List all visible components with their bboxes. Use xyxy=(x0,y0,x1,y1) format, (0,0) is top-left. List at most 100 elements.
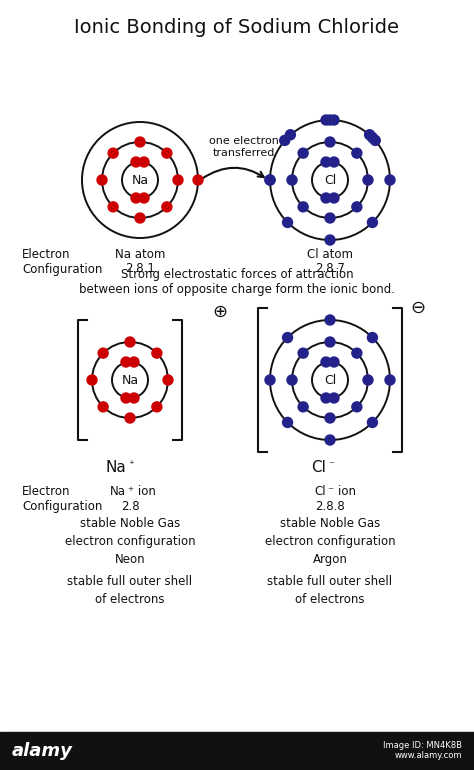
Text: Na: Na xyxy=(121,373,138,387)
Circle shape xyxy=(329,193,339,203)
Circle shape xyxy=(352,202,362,212)
Circle shape xyxy=(283,417,292,427)
Text: Cl atom: Cl atom xyxy=(307,248,353,261)
Text: one electron
transferred: one electron transferred xyxy=(209,136,279,158)
Text: Strong electrostatic forces of attraction
between ions of opposite charge form t: Strong electrostatic forces of attractio… xyxy=(79,268,395,296)
Circle shape xyxy=(352,402,362,412)
Circle shape xyxy=(108,148,118,158)
Text: Cl: Cl xyxy=(324,173,336,186)
Circle shape xyxy=(325,337,335,347)
Circle shape xyxy=(321,157,331,167)
Circle shape xyxy=(385,375,395,385)
Circle shape xyxy=(367,417,377,427)
Text: Cl: Cl xyxy=(314,485,326,498)
Circle shape xyxy=(367,132,377,142)
Circle shape xyxy=(321,115,331,125)
Text: stable full outer shell
of electrons: stable full outer shell of electrons xyxy=(267,575,392,606)
Circle shape xyxy=(329,357,339,367)
Text: Ionic Bonding of Sodium Chloride: Ionic Bonding of Sodium Chloride xyxy=(74,18,400,37)
Circle shape xyxy=(129,393,139,403)
Text: Na atom: Na atom xyxy=(115,248,165,261)
Circle shape xyxy=(163,375,173,385)
Circle shape xyxy=(98,348,108,358)
Text: Na: Na xyxy=(131,173,148,186)
Circle shape xyxy=(287,175,297,185)
Text: ⁺: ⁺ xyxy=(128,460,134,470)
Circle shape xyxy=(125,413,135,423)
Circle shape xyxy=(173,175,183,185)
Circle shape xyxy=(325,137,335,147)
Circle shape xyxy=(363,375,373,385)
Circle shape xyxy=(287,375,297,385)
Circle shape xyxy=(298,348,308,358)
Circle shape xyxy=(131,193,141,203)
Circle shape xyxy=(283,333,292,343)
Text: ⊖: ⊖ xyxy=(410,299,425,317)
Circle shape xyxy=(98,402,108,412)
Circle shape xyxy=(367,333,377,343)
Circle shape xyxy=(363,175,373,185)
Circle shape xyxy=(135,213,145,223)
Circle shape xyxy=(298,148,308,158)
Text: 2.8: 2.8 xyxy=(121,500,139,513)
Circle shape xyxy=(329,393,339,403)
Text: Na: Na xyxy=(105,460,126,475)
Text: Cl: Cl xyxy=(324,373,336,387)
Text: Image ID: MN4K8B: Image ID: MN4K8B xyxy=(383,742,462,751)
Circle shape xyxy=(121,393,131,403)
Circle shape xyxy=(129,357,139,367)
Circle shape xyxy=(385,175,395,185)
Text: alamy: alamy xyxy=(12,742,73,760)
Text: www.alamy.com: www.alamy.com xyxy=(394,752,462,761)
Bar xyxy=(0,732,474,770)
Circle shape xyxy=(162,148,172,158)
Circle shape xyxy=(131,157,141,167)
Circle shape xyxy=(121,357,131,367)
Circle shape xyxy=(108,202,118,212)
Circle shape xyxy=(162,202,172,212)
Text: stable full outer shell
of electrons: stable full outer shell of electrons xyxy=(67,575,192,606)
Circle shape xyxy=(321,357,331,367)
Circle shape xyxy=(352,148,362,158)
Circle shape xyxy=(321,193,331,203)
Circle shape xyxy=(329,157,339,167)
Circle shape xyxy=(370,136,380,146)
Circle shape xyxy=(298,402,308,412)
Circle shape xyxy=(352,348,362,358)
Circle shape xyxy=(325,315,335,325)
Circle shape xyxy=(139,157,149,167)
Text: stable Noble Gas
electron configuration
Argon: stable Noble Gas electron configuration … xyxy=(264,517,395,566)
Circle shape xyxy=(325,435,335,445)
Circle shape xyxy=(193,175,203,185)
Circle shape xyxy=(365,130,374,139)
Text: ⁻: ⁻ xyxy=(328,460,334,470)
Circle shape xyxy=(125,337,135,347)
Circle shape xyxy=(280,136,290,146)
Circle shape xyxy=(265,175,275,185)
Circle shape xyxy=(87,375,97,385)
Circle shape xyxy=(325,235,335,245)
Circle shape xyxy=(325,413,335,423)
Circle shape xyxy=(265,175,275,185)
Circle shape xyxy=(285,130,295,139)
Text: Electron
Configuration: Electron Configuration xyxy=(22,248,102,276)
Circle shape xyxy=(152,402,162,412)
Circle shape xyxy=(265,375,275,385)
Circle shape xyxy=(367,217,377,227)
Text: Electron
Configuration: Electron Configuration xyxy=(22,485,102,513)
Circle shape xyxy=(325,115,335,125)
Circle shape xyxy=(321,393,331,403)
Circle shape xyxy=(135,137,145,147)
Text: ⊕: ⊕ xyxy=(212,303,228,321)
Text: ⁺ ion: ⁺ ion xyxy=(128,485,156,498)
Circle shape xyxy=(97,175,107,185)
Circle shape xyxy=(139,193,149,203)
Circle shape xyxy=(298,202,308,212)
Text: Cl: Cl xyxy=(311,460,326,475)
Circle shape xyxy=(283,217,292,227)
Text: Na: Na xyxy=(110,485,126,498)
Text: 2.8.1: 2.8.1 xyxy=(125,262,155,275)
Circle shape xyxy=(325,213,335,223)
Text: 2.8.8: 2.8.8 xyxy=(315,500,345,513)
Text: stable Noble Gas
electron configuration
Neon: stable Noble Gas electron configuration … xyxy=(64,517,195,566)
